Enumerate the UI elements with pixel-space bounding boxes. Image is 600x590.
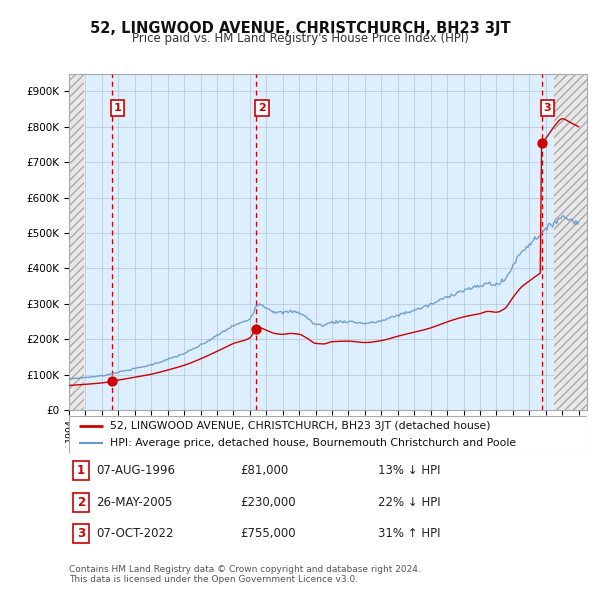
- Text: 3: 3: [544, 103, 551, 113]
- Text: HPI: Average price, detached house, Bournemouth Christchurch and Poole: HPI: Average price, detached house, Bour…: [110, 438, 517, 448]
- Text: 52, LINGWOOD AVENUE, CHRISTCHURCH, BH23 3JT (detached house): 52, LINGWOOD AVENUE, CHRISTCHURCH, BH23 …: [110, 421, 491, 431]
- Text: 1: 1: [77, 464, 85, 477]
- Text: 3: 3: [77, 527, 85, 540]
- Text: £755,000: £755,000: [240, 527, 296, 540]
- Text: £81,000: £81,000: [240, 464, 288, 477]
- Text: 2: 2: [77, 496, 85, 509]
- Text: 2: 2: [258, 103, 266, 113]
- Text: 22% ↓ HPI: 22% ↓ HPI: [378, 496, 440, 509]
- Text: £230,000: £230,000: [240, 496, 296, 509]
- Text: Price paid vs. HM Land Registry's House Price Index (HPI): Price paid vs. HM Land Registry's House …: [131, 32, 469, 45]
- Text: 07-AUG-1996: 07-AUG-1996: [96, 464, 175, 477]
- Text: 1: 1: [113, 103, 121, 113]
- Text: 52, LINGWOOD AVENUE, CHRISTCHURCH, BH23 3JT: 52, LINGWOOD AVENUE, CHRISTCHURCH, BH23 …: [89, 21, 511, 35]
- Text: Contains HM Land Registry data © Crown copyright and database right 2024.
This d: Contains HM Land Registry data © Crown c…: [69, 565, 421, 584]
- Point: [537, 138, 547, 148]
- Point: [251, 324, 261, 333]
- Point: [107, 376, 116, 386]
- Text: 13% ↓ HPI: 13% ↓ HPI: [378, 464, 440, 477]
- Text: 26-MAY-2005: 26-MAY-2005: [96, 496, 172, 509]
- Text: 07-OCT-2022: 07-OCT-2022: [96, 527, 173, 540]
- Text: 31% ↑ HPI: 31% ↑ HPI: [378, 527, 440, 540]
